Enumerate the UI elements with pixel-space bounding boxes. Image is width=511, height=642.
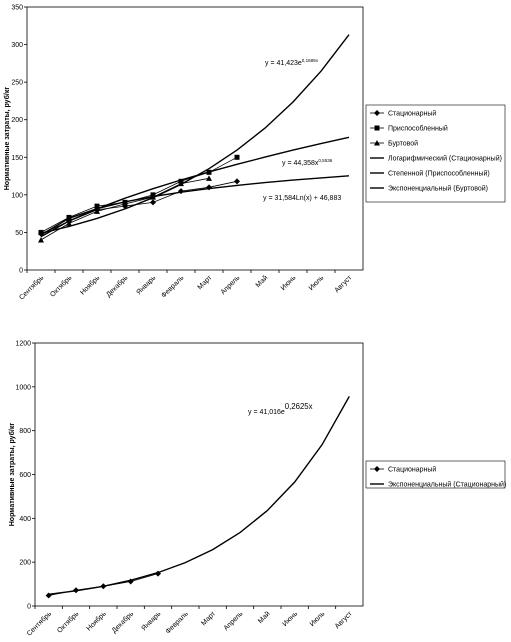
x-tick-label: Август (334, 274, 354, 294)
x-tick-label: Апрель (220, 274, 242, 296)
plot-area (34, 342, 364, 607)
legend-label: Буртовой (388, 140, 418, 148)
y-tick-label: 150 (11, 155, 23, 162)
legend-marker (374, 466, 380, 472)
legend-label: Стационарный (388, 110, 436, 118)
x-tick-label: Сентябрь (18, 274, 46, 302)
y-tick-label: 1000 (15, 384, 31, 391)
trend-equation: y = 41,423e0,1689x (265, 58, 319, 67)
y-tick-label: 0 (27, 604, 31, 611)
legend-label: Приспособленный (388, 125, 448, 133)
x-tick-label: Март (197, 274, 214, 291)
x-tick-label: Февраль (165, 610, 190, 635)
legend-label: Экспоненциальный (Стационарный) (388, 481, 506, 489)
x-tick-label: Октябрь (56, 610, 81, 635)
y-axis-label: Нормативные затраты, руб/кг (3, 87, 11, 191)
x-tick-label: Апрель (223, 610, 245, 632)
trend-equation: y = 44,358x0,5536 (282, 158, 333, 167)
x-tick-label: Ноябрь (85, 610, 108, 633)
x-tick-label: Февраль (160, 274, 185, 299)
x-tick-label: Июнь (282, 610, 300, 628)
legend-label: Логарифмический (Стационарный) (388, 155, 502, 163)
equation-text: y = 41,016e (248, 409, 285, 416)
x-tick-label: Январь (140, 610, 162, 632)
series-line (40, 175, 350, 236)
equation-text: y = 31,584Ln(x) + 46,883 (263, 195, 341, 202)
trend-equation: y = 31,584Ln(x) + 46,883 (263, 195, 341, 202)
equation-exponent: 0,5536 (318, 158, 332, 163)
y-tick-label: 350 (11, 5, 23, 12)
y-tick-label: 100 (11, 192, 23, 199)
x-tick-label: Май (256, 610, 271, 625)
series-line (40, 34, 350, 234)
y-axis-label: Нормативные затраты, руб/кг (8, 423, 16, 527)
y-tick-label: 600 (19, 472, 31, 479)
x-tick-label: Июль (308, 274, 326, 292)
x-tick-label: Декабрь (104, 274, 129, 299)
equation-text: y = 44,358x (282, 160, 319, 167)
data-point (38, 236, 44, 243)
legend-label: Экспоненциальный (Буртовой) (388, 185, 488, 193)
y-tick-label: 0 (19, 268, 23, 275)
y-tick-label: 300 (11, 42, 23, 49)
legend-box (365, 104, 506, 203)
data-point (94, 203, 100, 209)
legend-label: Степенной (Приспособленный) (388, 170, 490, 178)
data-point (66, 214, 72, 220)
y-tick-label: 200 (19, 560, 31, 567)
trend-equation: y = 41,016e0,2625x (248, 402, 313, 416)
x-tick-label: Июнь (280, 274, 298, 292)
x-tick-label: Март (200, 610, 217, 627)
plot-area (26, 6, 364, 271)
data-point (206, 175, 212, 181)
y-tick-label: 50 (15, 230, 23, 237)
legend-marker (374, 110, 380, 116)
x-tick-label: Май (254, 274, 269, 289)
equation-exponent: 0,2625x (285, 402, 313, 411)
x-tick-label: Июль (309, 610, 327, 628)
x-tick-label: Декабрь (110, 610, 135, 635)
equation-exponent: 0,1689x (302, 58, 319, 63)
legend-label: Стационарный (388, 466, 436, 474)
data-point (94, 208, 100, 214)
y-tick-label: 200 (11, 117, 23, 124)
data-point (38, 229, 44, 235)
data-point (234, 178, 240, 185)
x-tick-label: Январь (135, 274, 157, 296)
x-tick-label: Сентябрь (25, 610, 53, 638)
x-tick-label: Август (334, 610, 354, 630)
legend-marker (374, 140, 380, 146)
x-tick-label: Ноябрь (79, 274, 102, 297)
y-tick-label: 1200 (15, 341, 31, 348)
data-point (150, 199, 156, 206)
y-tick-label: 800 (19, 428, 31, 435)
data-point (234, 154, 240, 160)
legend-marker (374, 125, 380, 131)
series-line (48, 396, 350, 595)
data-point (66, 220, 72, 226)
x-tick-label: Октябрь (49, 274, 74, 299)
y-tick-label: 250 (11, 80, 23, 87)
equation-text: y = 41,423e (265, 60, 302, 67)
y-tick-label: 400 (19, 516, 31, 523)
data-point (122, 200, 128, 207)
legend-box (365, 460, 506, 489)
